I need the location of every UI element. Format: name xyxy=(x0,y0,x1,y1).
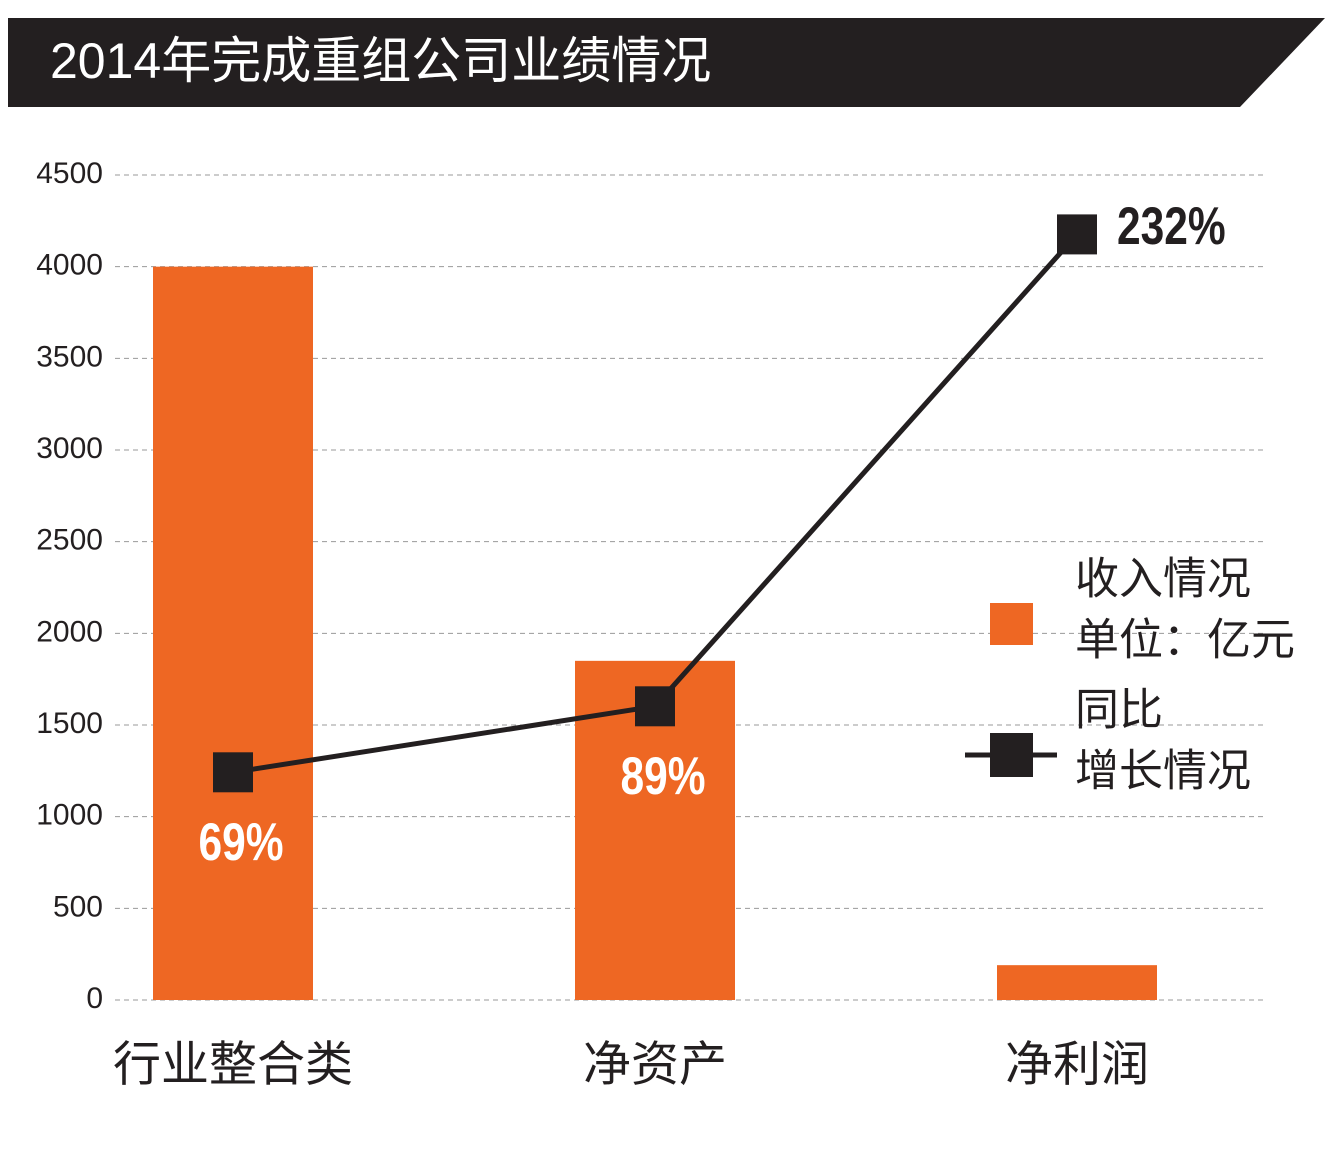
legend-swatch xyxy=(990,603,1033,645)
x-tick-label: 净利润 xyxy=(1005,1039,1149,1092)
legend-swatch xyxy=(990,733,1033,777)
y-tick-label: 500 xyxy=(53,890,103,923)
chart-title: 2014年完成重组公司业绩情况 xyxy=(50,33,711,89)
y-tick-label: 3000 xyxy=(36,432,103,465)
x-tick-label: 净资产 xyxy=(583,1039,727,1092)
line-marker xyxy=(213,752,253,793)
y-tick-label: 4000 xyxy=(36,249,103,282)
legend-label: 同比 xyxy=(1075,686,1163,735)
y-tick-label: 4500 xyxy=(36,157,103,190)
value-label: 69% xyxy=(198,814,283,872)
title-banner xyxy=(8,18,1325,107)
y-tick-label: 1500 xyxy=(36,707,103,740)
line-marker xyxy=(1057,214,1097,255)
y-tick-label: 2000 xyxy=(36,615,103,648)
x-tick-label: 行业整合类 xyxy=(113,1039,353,1092)
legend-label: 单位：亿元 xyxy=(1075,616,1295,665)
y-tick-label: 1000 xyxy=(36,799,103,832)
y-tick-label: 0 xyxy=(86,982,103,1015)
y-tick-label: 3500 xyxy=(36,340,103,373)
legend-label: 增长情况 xyxy=(1075,747,1251,796)
y-tick-label: 2500 xyxy=(36,524,103,557)
value-label: 89% xyxy=(620,748,705,806)
bar xyxy=(153,266,313,1001)
value-label: 232% xyxy=(1117,198,1226,256)
line-marker xyxy=(635,686,675,727)
bar xyxy=(997,965,1157,1000)
legend-label: 收入情况 xyxy=(1075,555,1251,604)
